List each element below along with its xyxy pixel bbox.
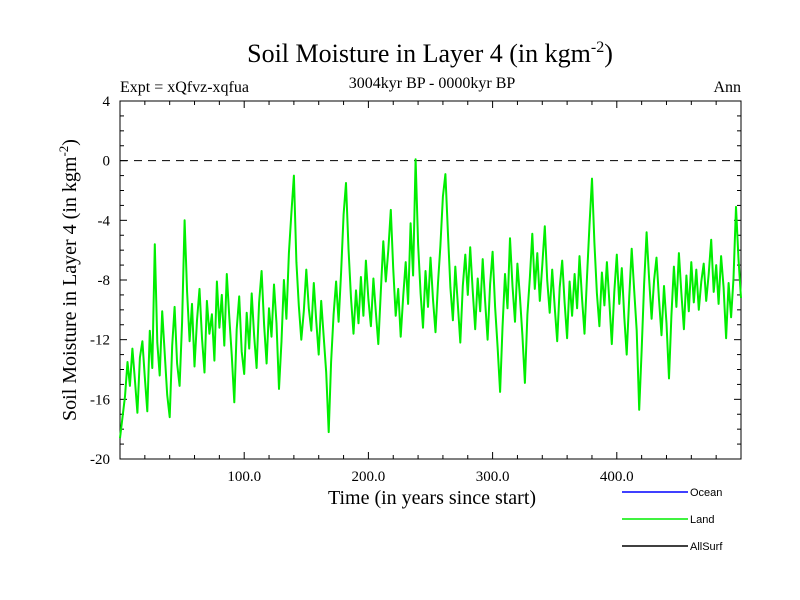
y-tick-label: -20 xyxy=(90,452,110,468)
x-tick-label: 100.0 xyxy=(227,469,261,485)
chart-title: Soil Moisture in Layer 4 (in kgm-2) xyxy=(247,39,613,68)
legend-label-ocean: Ocean xyxy=(690,487,722,499)
y-tick-label: -12 xyxy=(90,333,110,349)
x-tick-label: 400.0 xyxy=(600,469,634,485)
series-line-land xyxy=(119,158,742,439)
legend: Ocean Land AllSurf xyxy=(622,487,723,553)
x-tick-label: 300.0 xyxy=(476,469,510,485)
x-axis-label: Time (in years since start) xyxy=(328,487,536,509)
y-tick-label: 0 xyxy=(103,154,111,170)
y-axis: 4 0 -4 -8 -12 -16 -20 xyxy=(90,94,741,468)
x-tick-label: 200.0 xyxy=(352,469,386,485)
y-tick-label: 4 xyxy=(103,94,111,110)
legend-label-land: Land xyxy=(690,514,714,526)
experiment-label: Expt = xQfvz-xqfua xyxy=(120,79,249,96)
x-axis: 100.0 200.0 300.0 400.0 xyxy=(144,101,717,485)
plot-frame xyxy=(119,100,742,460)
legend-label-allsurf: AllSurf xyxy=(690,541,723,553)
y-tick-label: -4 xyxy=(98,213,111,229)
y-axis-label: Soil Moisture in Layer 4 (in kgm-2) xyxy=(56,139,81,421)
y-tick-label: -8 xyxy=(98,273,111,289)
y-tick-label: -16 xyxy=(90,392,110,408)
season-label: Ann xyxy=(713,79,741,96)
chart-subtitle: 3004kyr BP - 0000kyr BP xyxy=(349,75,516,92)
